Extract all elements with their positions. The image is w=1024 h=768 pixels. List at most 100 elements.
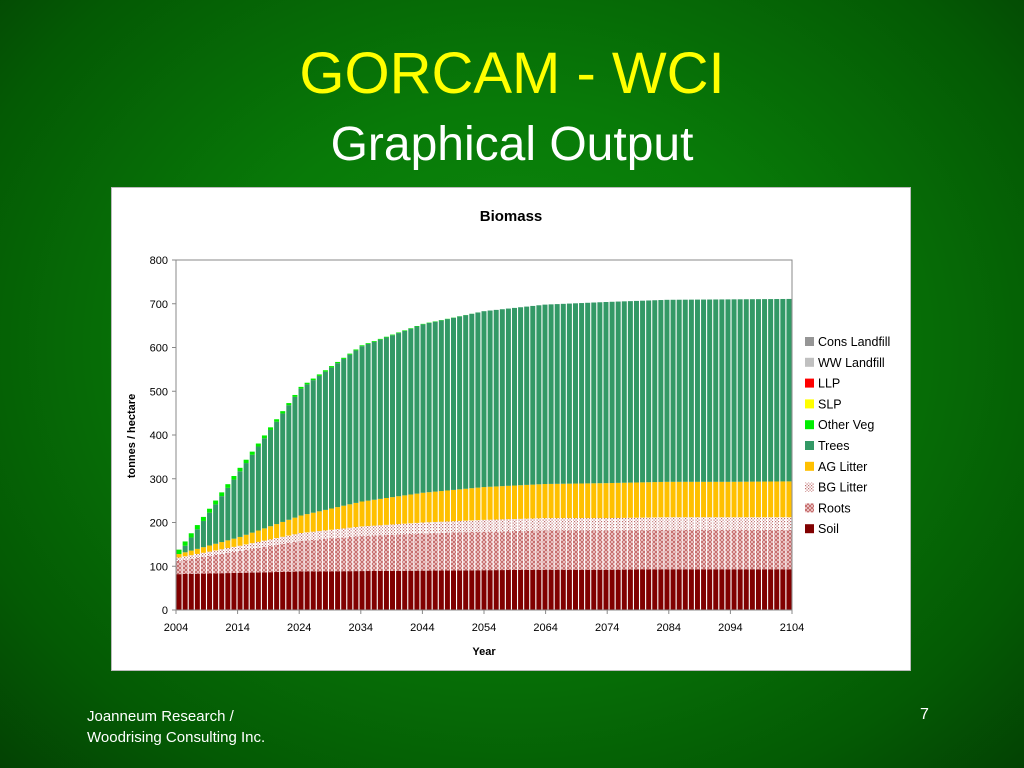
x-tick-label: 2104 <box>780 622 804 634</box>
bar-segment-soil <box>329 571 335 610</box>
bar-segment-trees <box>762 299 768 482</box>
bar-2051 <box>463 314 469 610</box>
bar-segment-bg-litter <box>518 518 524 531</box>
bar-2081 <box>646 300 652 610</box>
bar-segment-ag-litter <box>390 497 396 525</box>
legend-label: Cons Landfill <box>818 335 890 349</box>
bar-segment-ag-litter <box>493 486 499 520</box>
y-tick-label: 0 <box>162 605 168 617</box>
bar-segment-trees <box>609 301 615 483</box>
legend-label: Soil <box>818 522 839 536</box>
legend-swatch <box>805 420 814 430</box>
bar-segment-soil <box>518 569 524 610</box>
bar-segment-trees <box>396 333 402 497</box>
bar-2092 <box>713 299 719 610</box>
bar-segment-roots <box>511 531 517 570</box>
bar-segment-roots <box>597 530 603 570</box>
bar-segment-roots <box>280 543 286 572</box>
y-tick-label: 500 <box>150 386 168 398</box>
y-tick-label: 700 <box>150 299 168 311</box>
bar-2032 <box>347 353 353 610</box>
bar-segment-other-veg <box>213 500 219 505</box>
bar-segment-soil <box>286 571 292 610</box>
bar-segment-trees <box>615 301 621 483</box>
x-tick-label: 2004 <box>164 622 188 634</box>
bar-2061 <box>524 306 530 610</box>
bar-segment-bg-litter <box>377 525 383 536</box>
bar-segment-ag-litter <box>627 482 633 518</box>
bar-segment-soil <box>560 569 566 610</box>
bar-segment-ag-litter <box>310 512 316 532</box>
bar-2102 <box>774 299 780 610</box>
bar-2069 <box>572 303 578 610</box>
bar-segment-soil <box>444 570 450 610</box>
bar-2093 <box>719 299 725 610</box>
bar-segment-roots <box>548 530 554 570</box>
bar-segment-ag-litter <box>475 487 481 521</box>
bar-segment-roots <box>719 529 725 570</box>
bar-segment-soil <box>493 570 499 610</box>
bar-segment-roots <box>249 548 255 573</box>
bar-segment-soil <box>487 570 493 610</box>
bar-segment-soil <box>371 570 377 610</box>
bar-segment-soil <box>335 571 341 610</box>
bar-segment-trees <box>469 313 475 489</box>
bar-segment-bg-litter <box>237 545 243 551</box>
bar-2053 <box>475 312 481 610</box>
slide-subtitle: Graphical Output <box>330 118 694 171</box>
bar-segment-bg-litter <box>335 529 341 538</box>
bar-segment-other-veg <box>371 341 377 342</box>
bar-segment-bg-litter <box>591 518 597 531</box>
bar-2017 <box>255 443 261 610</box>
bar-segment-ag-litter <box>536 484 542 519</box>
bar-segment-ag-litter <box>469 488 475 521</box>
bar-2035 <box>365 343 371 610</box>
bar-2044 <box>420 323 426 611</box>
bar-segment-roots <box>414 533 420 571</box>
bar-segment-roots <box>780 529 786 570</box>
bar-segment-ag-litter <box>371 499 377 526</box>
bar-2097 <box>743 299 749 610</box>
bar-segment-bg-litter <box>743 517 749 530</box>
bar-segment-other-veg <box>286 403 292 406</box>
bar-segment-soil <box>219 573 225 610</box>
bar-segment-trees <box>518 307 524 486</box>
bar-segment-trees <box>249 454 255 533</box>
bar-2080 <box>640 300 646 610</box>
bar-segment-soil <box>713 569 719 610</box>
bar-segment-trees <box>554 304 560 484</box>
bar-2028 <box>322 370 328 610</box>
bar-segment-bg-litter <box>664 517 670 530</box>
bar-segment-other-veg <box>176 549 182 555</box>
bar-segment-ag-litter <box>511 485 517 519</box>
bar-segment-soil <box>304 571 310 610</box>
legend-label: Trees <box>818 439 850 453</box>
bar-2004 <box>176 549 182 611</box>
bar-segment-roots <box>310 539 316 572</box>
bar-2062 <box>530 305 536 610</box>
bar-2021 <box>280 411 286 610</box>
bar-segment-bg-litter <box>219 549 225 554</box>
bar-segment-ag-litter <box>237 536 243 546</box>
bar-segment-bg-litter <box>780 517 786 530</box>
bar-segment-ag-litter <box>268 526 274 540</box>
bar-segment-bg-litter <box>640 517 646 531</box>
bar-segment-roots <box>194 557 200 574</box>
bar-segment-soil <box>609 569 615 610</box>
bar-segment-trees <box>188 537 194 551</box>
bar-segment-bg-litter <box>487 519 493 532</box>
y-tick-label: 600 <box>150 343 168 355</box>
bar-2065 <box>548 304 554 610</box>
bar-segment-trees <box>560 303 566 484</box>
bar-segment-ag-litter <box>316 511 322 532</box>
bar-segment-bg-litter <box>627 517 633 531</box>
bar-segment-bg-litter <box>572 518 578 531</box>
bar-segment-other-veg <box>207 508 213 513</box>
bar-segment-ag-litter <box>414 493 420 523</box>
legend-label: WW Landfill <box>818 356 885 370</box>
bar-segment-trees <box>457 316 463 490</box>
bar-segment-other-veg <box>359 345 365 347</box>
bar-segment-roots <box>432 533 438 571</box>
bar-segment-other-veg <box>243 459 249 464</box>
bar-segment-roots <box>237 550 243 573</box>
